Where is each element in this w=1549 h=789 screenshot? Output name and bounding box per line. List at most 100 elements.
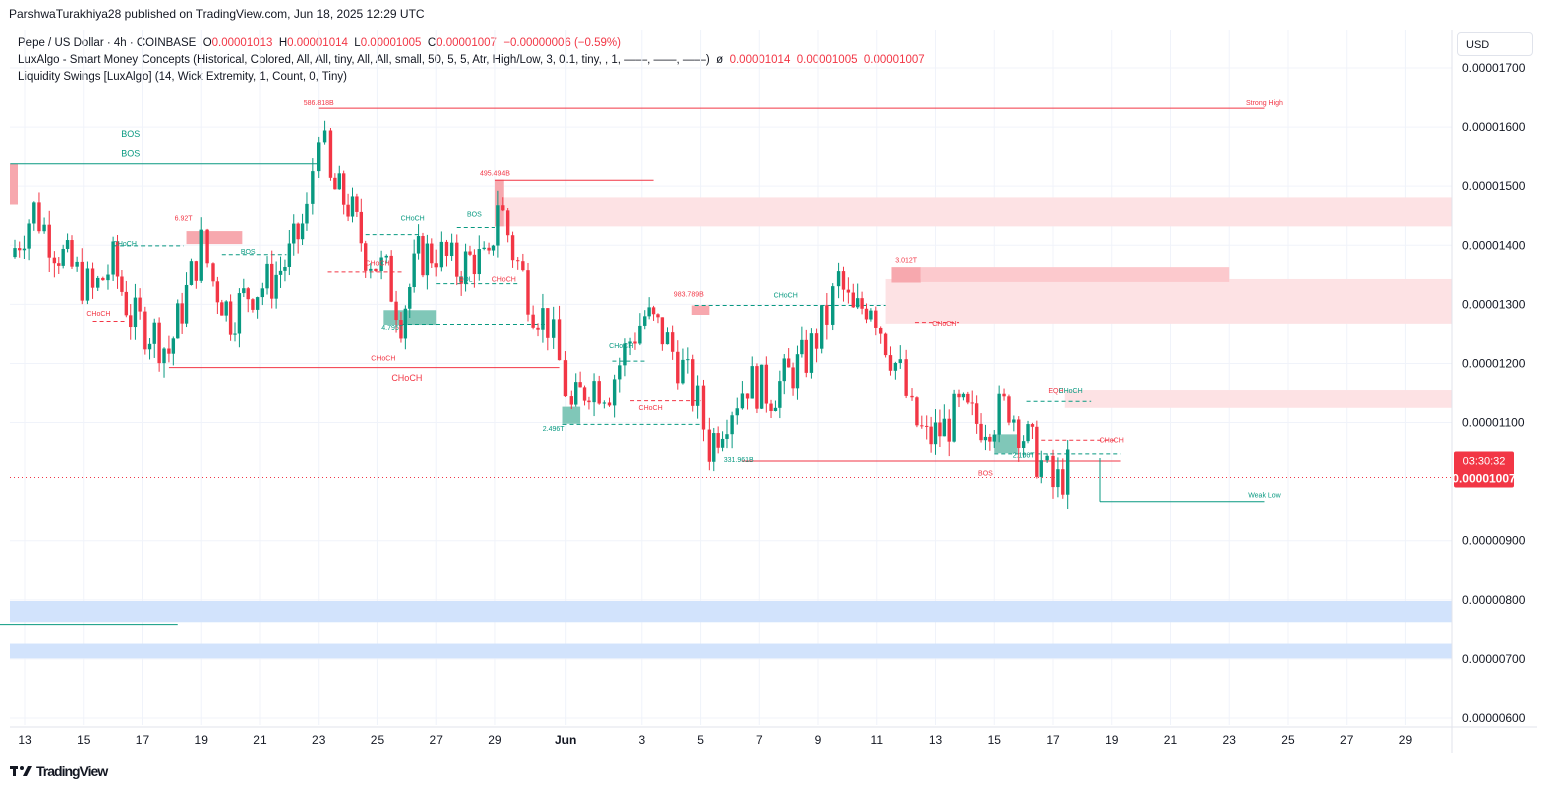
chart-annotation: BOS [978, 471, 993, 478]
chart-annotation: CHoCH [932, 321, 956, 328]
chart-legend: Pepe / US Dollar · 4h · COINBASE O0.0000… [18, 35, 925, 86]
candle-body [1065, 449, 1070, 495]
candle-body [305, 203, 309, 224]
candle-body [521, 261, 525, 271]
candle-body [52, 257, 57, 264]
candle-body [180, 303, 184, 324]
candle-body [782, 358, 786, 382]
candle-body [189, 261, 194, 285]
time-tick-label: 25 [371, 733, 385, 747]
candle-body [893, 362, 898, 371]
candle-body [536, 327, 540, 330]
price-tick-label: 0.00001700 [1462, 61, 1526, 75]
symbol-title[interactable]: Pepe / US Dollar · 4h · COINBASE [18, 37, 197, 49]
currency-button[interactable]: USD [1457, 32, 1533, 56]
candle-body [942, 418, 947, 437]
candle-body [938, 422, 942, 437]
candle-body [773, 407, 778, 412]
low-value: 0.00001005 [360, 37, 422, 49]
chart-annotation: CHoCH [86, 311, 110, 318]
candle-body [804, 339, 808, 373]
candle-body [133, 297, 138, 328]
time-tick-label: 29 [1399, 733, 1413, 747]
chart-annotation: 495.494B [480, 171, 510, 178]
candle-body [647, 307, 651, 317]
candle-body [578, 382, 582, 388]
chart-annotation: CHoCH [371, 356, 395, 363]
indicator1-name[interactable]: LuxAlgo - Smart Money Concepts (Historic… [18, 54, 710, 66]
last-price-badge: 03:30:32 0.00001007 [1452, 451, 1516, 488]
price-zone [497, 197, 1452, 227]
indicator2-name[interactable]: Liquidity Swings [LuxAlgo] (14, Wick Ext… [18, 71, 347, 83]
candle-body [510, 235, 515, 261]
candle-body [364, 243, 368, 271]
price-zone [186, 231, 243, 245]
candle-body [541, 308, 545, 330]
candle-body [90, 268, 95, 288]
candle-body [966, 393, 970, 403]
price-zone [691, 305, 710, 315]
candle-body [220, 302, 224, 316]
chart-annotation: BOS [121, 129, 140, 139]
candle-body [656, 314, 660, 318]
candle-body [904, 359, 908, 396]
candle-body [1039, 460, 1043, 477]
candle-body [101, 277, 105, 281]
candle-body [831, 286, 835, 325]
price-zone [920, 267, 1230, 282]
candle-body [933, 422, 938, 445]
candle-body [194, 261, 199, 281]
candle-body [199, 229, 203, 281]
candle-body [665, 332, 670, 345]
candle-body [369, 268, 373, 271]
candle-body [707, 429, 712, 462]
candle-body [574, 382, 578, 405]
candle-body [701, 385, 706, 430]
candle-body [691, 359, 695, 406]
candle-body [65, 240, 70, 249]
candle-body [681, 359, 685, 384]
change-value: −0.00000006 (−0.59%) [503, 37, 621, 49]
candle-body [1007, 396, 1011, 423]
candle-body [546, 308, 550, 338]
candle-body [425, 243, 430, 276]
candle-body [37, 202, 41, 232]
candle-body [836, 271, 841, 287]
candle-body [224, 301, 228, 316]
candle-body [374, 268, 378, 272]
candle-body [341, 173, 346, 205]
candle-body [1035, 426, 1039, 477]
symbol-row: Pepe / US Dollar · 4h · COINBASE O0.0000… [18, 35, 925, 52]
candle-body [759, 364, 764, 409]
price-zone [10, 643, 1452, 659]
candle-body [106, 274, 110, 281]
time-tick-label: 23 [1223, 733, 1237, 747]
time-tick-label: 27 [1340, 733, 1354, 747]
candle-body [846, 289, 851, 293]
candle-body [597, 381, 601, 404]
chart-annotation: 983.789B [674, 292, 704, 299]
candle-body [915, 397, 919, 426]
footer-brand[interactable]: TradingView [10, 763, 108, 779]
candle-body [1002, 393, 1006, 397]
indicator1-row: LuxAlgo - Smart Money Concepts (Historic… [18, 52, 925, 69]
candle-body [162, 348, 166, 364]
candle-body [449, 242, 454, 257]
chart-annotation: CHoCH [401, 215, 425, 222]
time-tick-label: 9 [815, 733, 822, 747]
indicator1-value3: 0.00001007 [863, 54, 925, 66]
price-tick-label: 0.00000700 [1462, 652, 1526, 666]
chart-annotation: 6.92T [175, 215, 194, 222]
price-badge-bg [1454, 451, 1514, 488]
price-zone [10, 601, 1452, 623]
time-tick-label: 23 [312, 733, 326, 747]
candle-body [1061, 469, 1065, 495]
price-zone [494, 179, 504, 227]
candle-body [612, 379, 617, 406]
candle-body [755, 366, 759, 409]
candle-body [482, 247, 486, 250]
candle-body [730, 415, 734, 435]
bos-major-label: BOS [121, 149, 140, 159]
price-zone [1064, 390, 1452, 408]
